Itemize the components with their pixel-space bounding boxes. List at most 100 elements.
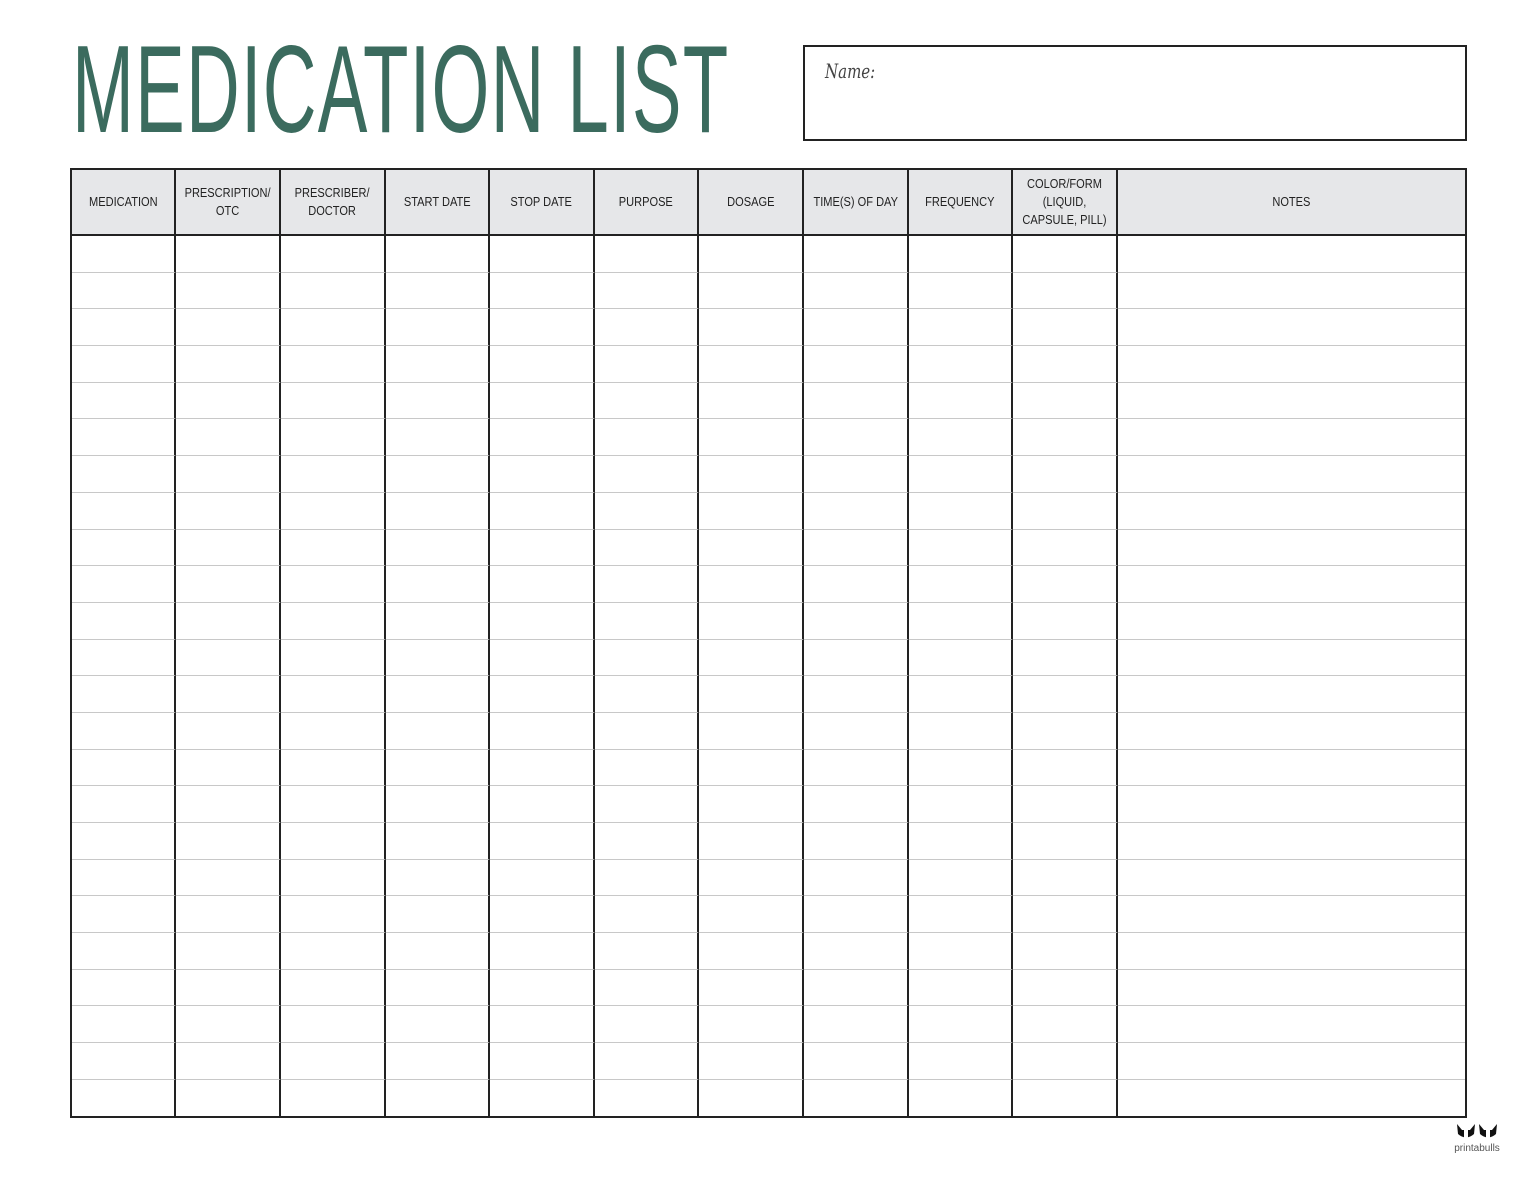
table-cell[interactable] <box>804 896 909 934</box>
table-cell[interactable] <box>804 786 909 823</box>
table-cell[interactable] <box>176 419 281 457</box>
table-cell[interactable] <box>699 1079 804 1116</box>
table-cell[interactable] <box>386 969 490 1007</box>
table-cell[interactable] <box>386 749 490 787</box>
table-cell[interactable] <box>386 1079 490 1116</box>
table-cell[interactable] <box>1118 896 1465 934</box>
table-cell[interactable] <box>176 639 281 677</box>
table-cell[interactable] <box>699 1043 804 1080</box>
table-cell[interactable] <box>72 529 176 567</box>
table-cell[interactable] <box>699 566 804 603</box>
table-cell[interactable] <box>386 566 490 603</box>
table-cell[interactable] <box>490 749 595 787</box>
table-cell[interactable] <box>72 749 176 787</box>
table-cell[interactable] <box>595 712 699 750</box>
table-cell[interactable] <box>1118 346 1465 383</box>
table-cell[interactable] <box>699 1006 804 1044</box>
table-cell[interactable] <box>281 639 386 677</box>
table-cell[interactable] <box>72 859 176 897</box>
table-cell[interactable] <box>1118 823 1465 860</box>
table-cell[interactable] <box>490 309 595 347</box>
table-cell[interactable] <box>490 823 595 860</box>
table-cell[interactable] <box>72 602 176 640</box>
table-cell[interactable] <box>804 859 909 897</box>
table-cell[interactable] <box>909 786 1013 823</box>
table-cell[interactable] <box>281 566 386 603</box>
table-cell[interactable] <box>1118 603 1465 640</box>
table-cell[interactable] <box>490 1079 595 1116</box>
table-cell[interactable] <box>1118 676 1465 713</box>
table-cell[interactable] <box>281 933 386 970</box>
table-cell[interactable] <box>386 859 490 897</box>
table-cell[interactable] <box>490 602 595 640</box>
table-cell[interactable] <box>1013 346 1118 383</box>
table-cell[interactable] <box>281 309 386 347</box>
table-cell[interactable] <box>490 1006 595 1044</box>
table-cell[interactable] <box>1013 566 1118 603</box>
table-cell[interactable] <box>72 382 176 420</box>
table-cell[interactable] <box>909 749 1013 787</box>
table-cell[interactable] <box>281 1043 386 1080</box>
table-cell[interactable] <box>909 859 1013 897</box>
table-cell[interactable] <box>1118 530 1465 567</box>
table-cell[interactable] <box>176 712 281 750</box>
table-cell[interactable] <box>909 566 1013 603</box>
table-cell[interactable] <box>1118 236 1465 273</box>
table-cell[interactable] <box>490 566 595 603</box>
table-cell[interactable] <box>595 823 699 860</box>
table-cell[interactable] <box>386 602 490 640</box>
table-cell[interactable] <box>595 419 699 457</box>
table-cell[interactable] <box>72 1043 176 1080</box>
table-cell[interactable] <box>490 933 595 970</box>
table-cell[interactable] <box>1013 272 1118 310</box>
table-cell[interactable] <box>699 712 804 750</box>
table-cell[interactable] <box>804 382 909 420</box>
table-cell[interactable] <box>72 676 176 713</box>
table-cell[interactable] <box>1118 750 1465 787</box>
table-cell[interactable] <box>1013 456 1118 493</box>
table-cell[interactable] <box>909 1006 1013 1044</box>
table-cell[interactable] <box>281 1006 386 1044</box>
table-cell[interactable] <box>490 456 595 493</box>
table-cell[interactable] <box>386 272 490 310</box>
table-cell[interactable] <box>490 712 595 750</box>
table-cell[interactable] <box>176 676 281 713</box>
table-cell[interactable] <box>699 896 804 934</box>
table-cell[interactable] <box>699 456 804 493</box>
table-cell[interactable] <box>1013 236 1118 273</box>
table-cell[interactable] <box>1118 1043 1465 1080</box>
table-cell[interactable] <box>909 309 1013 347</box>
table-cell[interactable] <box>1013 933 1118 970</box>
table-cell[interactable] <box>595 969 699 1007</box>
table-cell[interactable] <box>1013 382 1118 420</box>
table-cell[interactable] <box>72 896 176 934</box>
table-cell[interactable] <box>72 456 176 493</box>
table-cell[interactable] <box>72 786 176 823</box>
table-cell[interactable] <box>909 419 1013 457</box>
table-cell[interactable] <box>176 272 281 310</box>
table-cell[interactable] <box>804 492 909 530</box>
table-cell[interactable] <box>595 492 699 530</box>
table-cell[interactable] <box>281 712 386 750</box>
table-cell[interactable] <box>699 749 804 787</box>
table-cell[interactable] <box>595 639 699 677</box>
table-cell[interactable] <box>72 309 176 347</box>
table-cell[interactable] <box>804 1079 909 1116</box>
table-cell[interactable] <box>909 272 1013 310</box>
table-cell[interactable] <box>176 969 281 1007</box>
table-cell[interactable] <box>386 896 490 934</box>
table-cell[interactable] <box>72 272 176 310</box>
table-cell[interactable] <box>595 309 699 347</box>
table-cell[interactable] <box>1013 1043 1118 1080</box>
table-cell[interactable] <box>699 823 804 860</box>
table-cell[interactable] <box>281 676 386 713</box>
table-cell[interactable] <box>72 933 176 970</box>
table-cell[interactable] <box>804 823 909 860</box>
table-cell[interactable] <box>281 859 386 897</box>
table-cell[interactable] <box>909 456 1013 493</box>
table-cell[interactable] <box>386 492 490 530</box>
table-cell[interactable] <box>490 419 595 457</box>
table-cell[interactable] <box>490 639 595 677</box>
table-cell[interactable] <box>1118 713 1465 750</box>
table-cell[interactable] <box>804 676 909 713</box>
